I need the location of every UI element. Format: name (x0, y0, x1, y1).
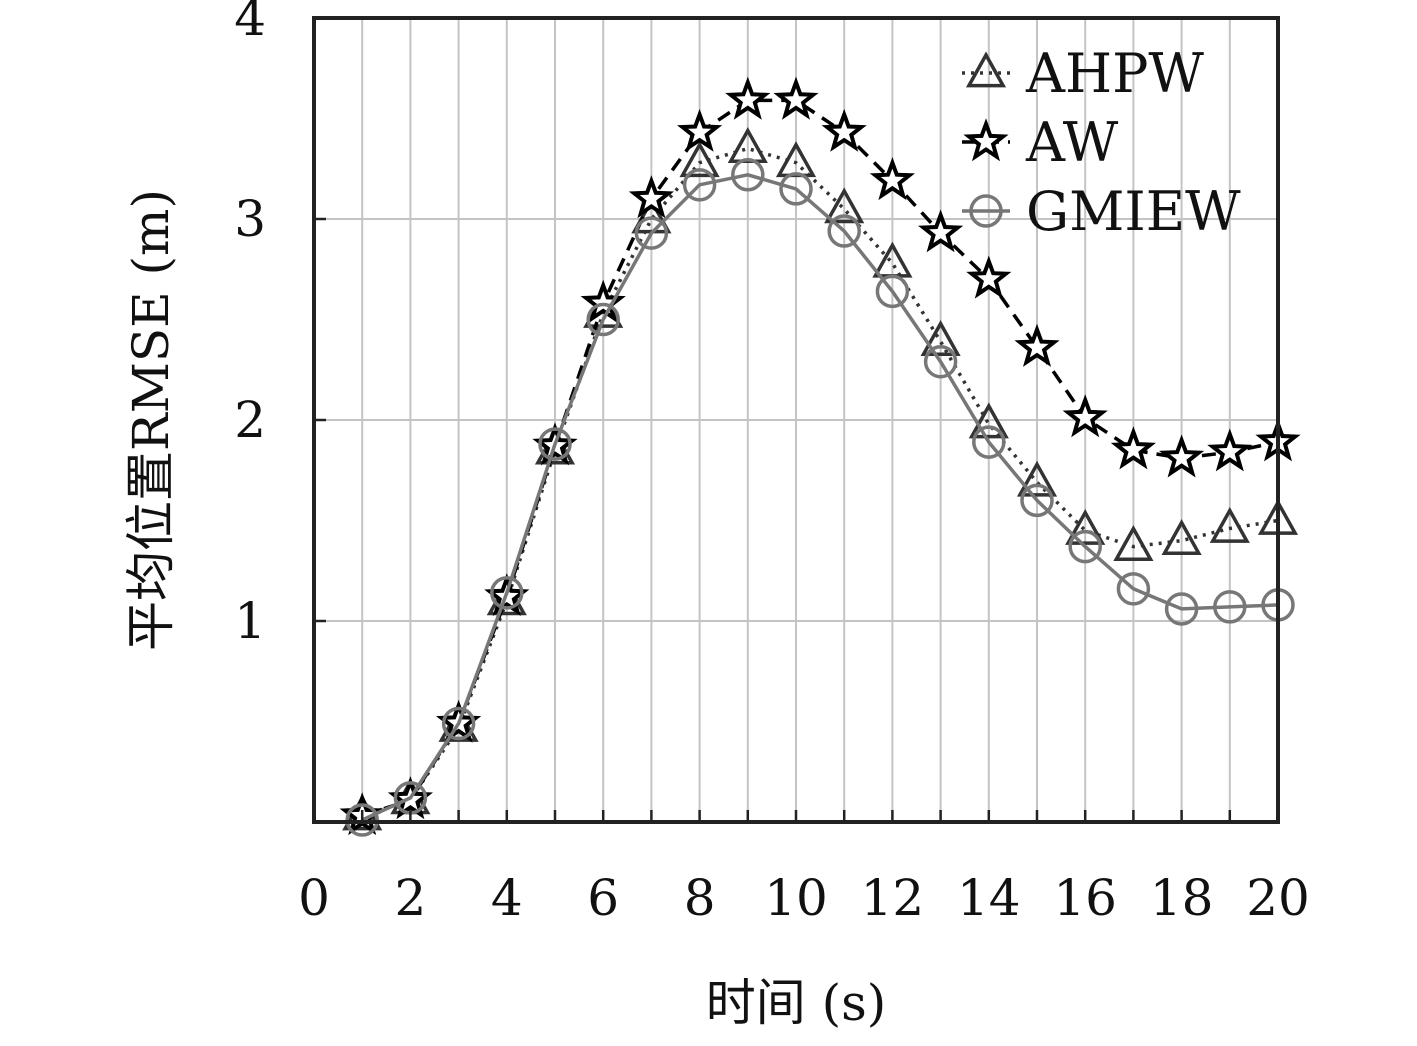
data-point-gmiew (972, 425, 1006, 459)
legend-marker-aw (963, 118, 1009, 162)
data-point-gmiew (490, 576, 524, 610)
x-tick-label: 0 (298, 869, 330, 927)
legend-label-gmiew: GMIEW (1026, 180, 1241, 243)
x-tick-label: 2 (394, 869, 426, 927)
legend-marker-gmiew (969, 194, 1003, 228)
data-point-aw (1159, 434, 1205, 478)
series-line-gmiew (361, 173, 1279, 822)
x-tick-label: 16 (1053, 869, 1117, 927)
y-tick-label: 2 (234, 391, 266, 449)
data-point-aw (918, 209, 964, 253)
x-tick-label: 4 (491, 869, 523, 927)
data-point-ahpw (1065, 508, 1106, 545)
y-tick-label: 4 (234, 0, 266, 47)
x-tick-label: 12 (861, 869, 925, 927)
data-point-aw (1062, 394, 1108, 438)
data-point-gmiew (731, 158, 765, 192)
series-layer (339, 76, 1301, 837)
series-gmiew (345, 158, 1295, 837)
data-point-ahpw (1113, 525, 1154, 561)
data-point-gmiew (1164, 592, 1199, 626)
data-point-gmiew (538, 427, 572, 461)
data-point-aw (628, 175, 674, 219)
x-axis-label: 时间 (s) (706, 974, 887, 1032)
data-point-aw (773, 76, 819, 120)
data-point-gmiew (875, 274, 910, 309)
x-tick-label: 14 (957, 869, 1021, 927)
data-point-gmiew (1213, 590, 1247, 624)
legend-label-aw: AW (1025, 111, 1119, 174)
data-point-gmiew (345, 803, 379, 837)
legend-label-ahpw: AHPW (1025, 42, 1204, 105)
x-tick-label: 6 (587, 869, 619, 927)
data-point-gmiew (682, 168, 717, 202)
grid-lines (314, 18, 1278, 822)
data-point-gmiew (1020, 483, 1054, 518)
data-point-ahpw (1161, 519, 1202, 555)
data-point-aw (1110, 426, 1156, 470)
y-tick-label: 3 (234, 190, 266, 248)
data-point-gmiew (1116, 572, 1151, 606)
data-point-gmiew (441, 706, 476, 741)
x-tick-label: 10 (764, 869, 828, 927)
data-point-ahpw (920, 320, 961, 356)
data-point-ahpw (1016, 460, 1058, 497)
data-point-aw (966, 255, 1012, 299)
data-point-aw (869, 157, 915, 201)
data-point-ahpw (1209, 506, 1250, 543)
y-tick-label: 1 (234, 592, 266, 650)
data-point-gmiew (779, 172, 813, 206)
data-point-gmiew (1068, 529, 1102, 564)
x-tick-label: 20 (1246, 869, 1310, 927)
data-point-aw (725, 76, 771, 120)
data-point-ahpw (824, 187, 865, 224)
data-point-gmiew (827, 214, 861, 248)
x-tick-label: 18 (1150, 869, 1214, 927)
data-point-aw (1014, 323, 1060, 367)
data-point-aw (1207, 428, 1253, 472)
data-point-gmiew (923, 344, 958, 379)
data-point-ahpw (679, 141, 720, 178)
x-tick-label: 8 (684, 869, 716, 927)
series-line-ahpw (361, 146, 1279, 818)
data-point-aw (677, 108, 723, 152)
data-point-gmiew (586, 302, 620, 337)
legend-marker-ahpw (965, 51, 1007, 88)
data-point-ahpw (968, 402, 1009, 439)
y-axis-label: 平均位置RMSE (m) (122, 189, 180, 651)
data-point-gmiew (634, 216, 669, 250)
data-point-aw (821, 108, 867, 152)
